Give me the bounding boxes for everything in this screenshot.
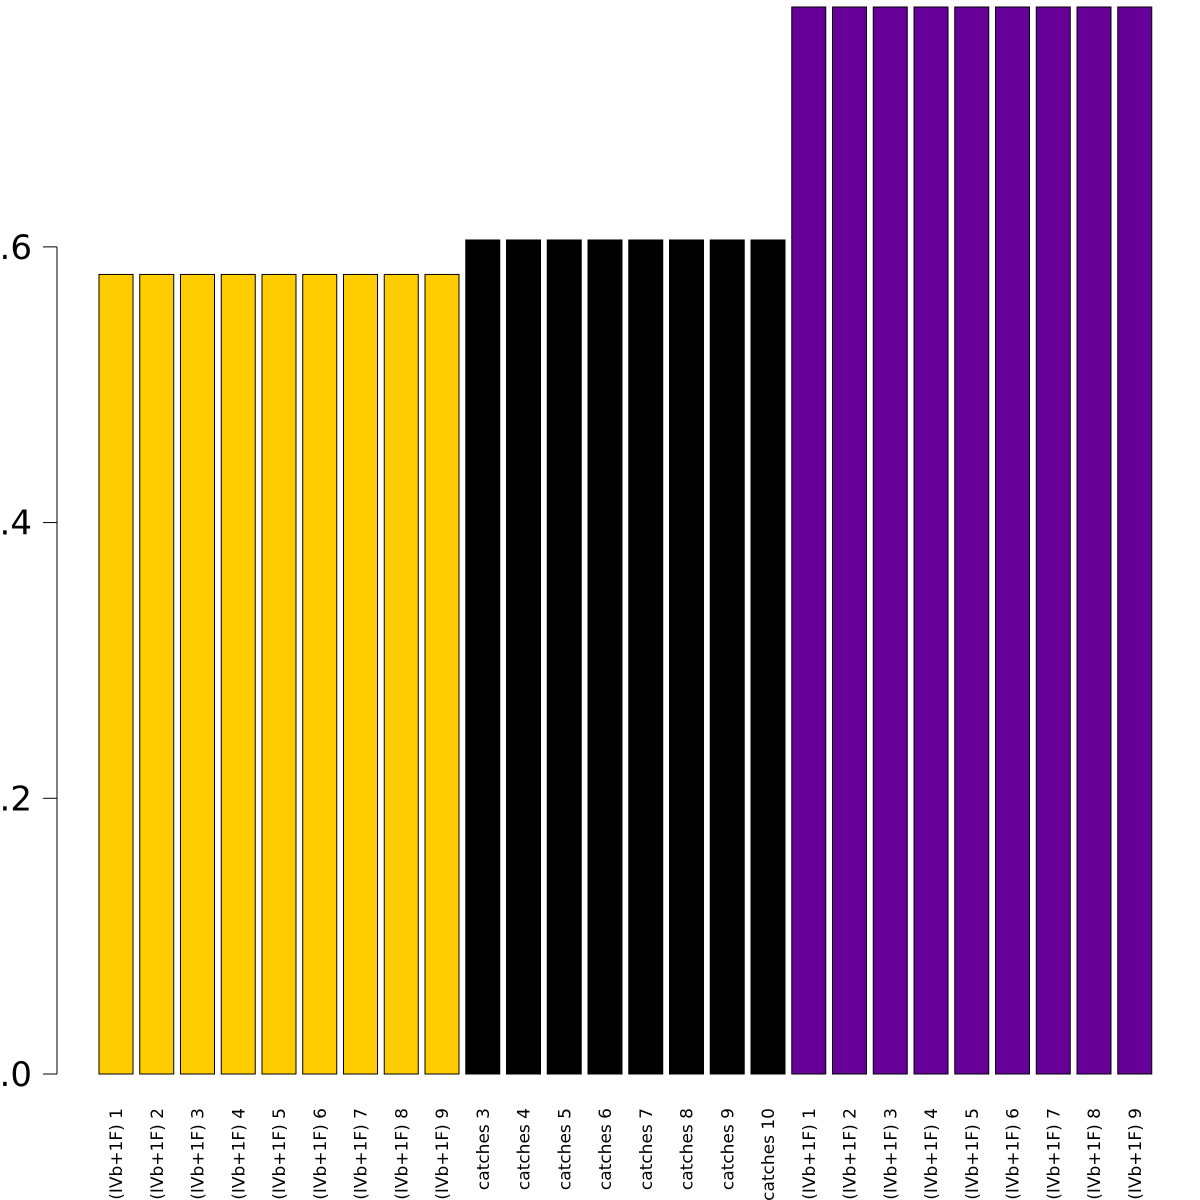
x-tick-label-25: (IVb+1F) 8	[1085, 1108, 1105, 1200]
bar-5	[261, 273, 297, 1075]
bar-21	[913, 6, 949, 1075]
x-tick-label-4: (IVb+1F) 4	[229, 1108, 249, 1200]
x-tick-label-26: (IVb+1F) 9	[1126, 1108, 1146, 1200]
bar-4	[220, 273, 256, 1075]
y-tick-label-2: 0.4	[0, 504, 32, 544]
x-tick-label-6: (IVb+1F) 6	[311, 1108, 331, 1200]
x-tick-label-9: (IVb+1F) 9	[433, 1108, 453, 1200]
bar-16	[709, 239, 745, 1075]
bar-25	[1076, 6, 1112, 1075]
x-tick-label-17: catches 10	[759, 1108, 779, 1200]
x-tick-label-8: (IVb+1F) 8	[392, 1108, 412, 1200]
bar-26	[1117, 6, 1153, 1075]
y-axis: 0.0 0.2 0.4 0.6	[0, 228, 58, 1095]
x-tick-label-11: catches 4	[515, 1108, 535, 1190]
bar-15	[669, 239, 704, 1075]
bar-2	[139, 273, 175, 1075]
bar-23	[995, 6, 1030, 1075]
x-tick-label-7: (IVb+1F) 7	[352, 1108, 372, 1200]
bar-24	[1035, 6, 1071, 1075]
y-tick-label-0: 0.0	[0, 1055, 32, 1095]
x-tick-label-16: catches 9	[718, 1108, 738, 1190]
bar-22	[954, 6, 990, 1075]
bar-17	[750, 239, 786, 1075]
x-tick-label-21: (IVb+1F) 4	[922, 1108, 942, 1200]
x-tick-label-5: (IVb+1F) 5	[270, 1108, 290, 1200]
x-tick-label-22: (IVb+1F) 5	[963, 1108, 983, 1200]
bar-14	[628, 239, 664, 1075]
x-tick-label-20: (IVb+1F) 3	[881, 1108, 901, 1200]
x-tick-labels: (IVb+1F) 1 (IVb+1F) 2 (IVb+1F) 3 (IVb+1F) 4…	[107, 1108, 1146, 1200]
bar-13	[587, 239, 623, 1075]
x-tick-label-19: (IVb+1F) 2	[841, 1108, 861, 1200]
bar-10	[465, 239, 501, 1075]
x-tick-label-24: (IVb+1F) 7	[1044, 1108, 1064, 1200]
x-tick-label-13: catches 6	[596, 1108, 616, 1190]
bar-18	[791, 6, 827, 1075]
bar-8	[383, 273, 419, 1075]
bar-19	[832, 6, 867, 1075]
x-tick-label-14: catches 7	[637, 1108, 657, 1190]
bar-3	[180, 273, 215, 1075]
bar-11	[506, 239, 541, 1075]
bar-6	[302, 273, 338, 1075]
bars-group	[98, 6, 1153, 1075]
x-tick-label-10: catches 3	[474, 1108, 494, 1190]
x-tick-label-1: (IVb+1F) 1	[107, 1108, 127, 1200]
bar-20	[872, 6, 908, 1075]
x-tick-label-2: (IVb+1F) 2	[148, 1108, 168, 1200]
bar-7	[343, 273, 378, 1075]
x-tick-label-18: (IVb+1F) 1	[800, 1108, 820, 1200]
x-tick-label-12: catches 5	[555, 1108, 575, 1190]
bar-1	[98, 273, 134, 1075]
bar-12	[546, 239, 582, 1075]
x-tick-label-3: (IVb+1F) 3	[189, 1108, 209, 1200]
x-tick-label-23: (IVb+1F) 6	[1004, 1108, 1024, 1200]
x-tick-label-15: catches 8	[678, 1108, 698, 1190]
bar-9	[424, 273, 460, 1075]
y-tick-label-3: 0.6	[0, 228, 32, 268]
y-tick-label-1: 0.2	[0, 779, 32, 819]
